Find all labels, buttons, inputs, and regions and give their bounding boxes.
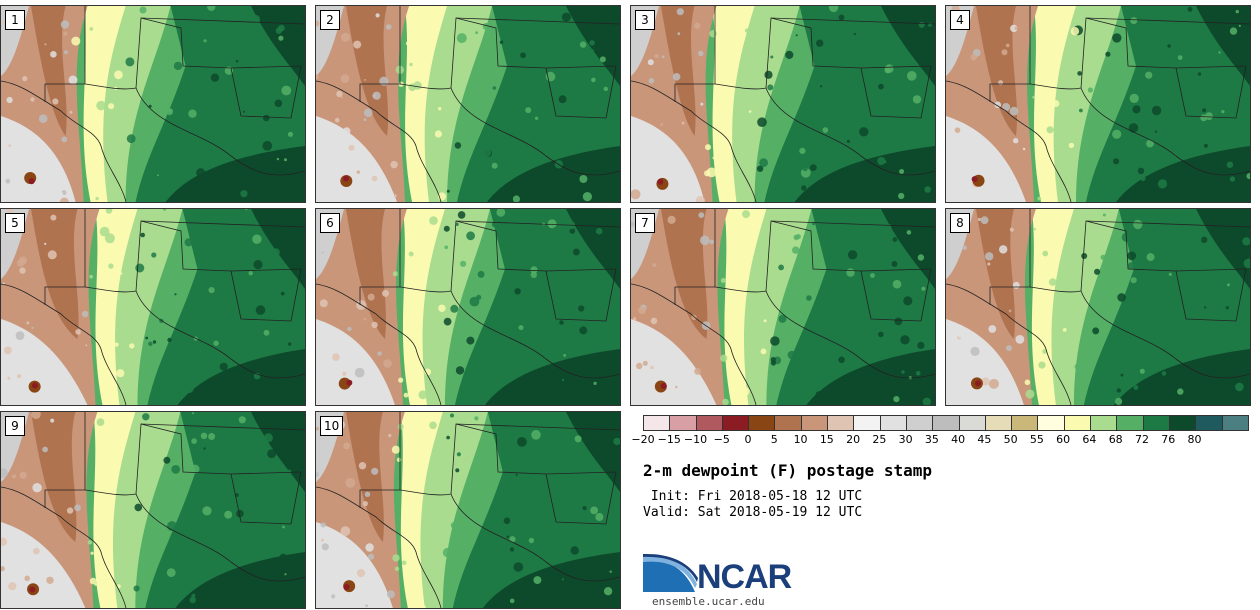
colorbar-cell bbox=[1169, 416, 1197, 430]
dewpoint-map-4 bbox=[946, 6, 1250, 202]
ncar-logo-icon bbox=[643, 554, 698, 592]
dewpoint-map-3 bbox=[631, 6, 935, 202]
member-label-6: 6 bbox=[320, 213, 340, 233]
colorbar-tick-label: 20 bbox=[846, 433, 861, 446]
member-label-8: 8 bbox=[950, 213, 970, 233]
colorbar-cell bbox=[775, 416, 802, 430]
ncar-logo-text: NCAR bbox=[697, 558, 792, 596]
dewpoint-map-2 bbox=[316, 6, 620, 202]
colorbar-tick-label: 40 bbox=[951, 433, 966, 446]
member-label-2: 2 bbox=[320, 10, 340, 30]
member-label-9: 9 bbox=[5, 416, 25, 436]
colorbar-cell bbox=[1091, 416, 1118, 430]
stamp-panel-3: 3 bbox=[630, 5, 936, 203]
stamp-panel-6: 6 bbox=[315, 208, 621, 406]
colorbar-cell bbox=[1012, 416, 1039, 430]
colorbar-cell bbox=[696, 416, 723, 430]
colorbar-cell bbox=[1038, 416, 1065, 430]
colorbar-cell bbox=[1196, 416, 1223, 430]
colorbar-tick-label: 5 bbox=[770, 433, 778, 446]
colorbar-tick-label: 15 bbox=[819, 433, 834, 446]
dewpoint-map-5 bbox=[1, 209, 305, 405]
stamp-panel-7: 7 bbox=[630, 208, 936, 406]
colorbar-tick-label: −20 bbox=[631, 433, 655, 446]
member-label-3: 3 bbox=[635, 10, 655, 30]
colorbar-tick-label: −5 bbox=[713, 433, 730, 446]
colorbar-tick-label: 0 bbox=[744, 433, 752, 446]
colorbar-cell bbox=[985, 416, 1013, 430]
site-url: ensemble.ucar.edu bbox=[652, 595, 765, 608]
stamp-panel-8: 8 bbox=[945, 208, 1251, 406]
colorbar-cell bbox=[854, 416, 881, 430]
colorbar-cell bbox=[1117, 416, 1144, 430]
colorbar-tick-label: 45 bbox=[977, 433, 992, 446]
stamp-panel-1: 1 bbox=[0, 5, 306, 203]
dewpoint-map-9 bbox=[1, 412, 305, 608]
colorbar-tick-label: 50 bbox=[1003, 433, 1018, 446]
dewpoint-map-10 bbox=[316, 412, 620, 608]
member-label-4: 4 bbox=[950, 10, 970, 30]
colorbar-cell bbox=[959, 416, 986, 430]
colorbar-cell bbox=[644, 416, 671, 430]
member-label-7: 7 bbox=[635, 213, 655, 233]
colorbar-cell bbox=[906, 416, 934, 430]
colorbar-cell bbox=[828, 416, 855, 430]
stamp-panel-2: 2 bbox=[315, 5, 621, 203]
colorbar-tick-label: 80 bbox=[1187, 433, 1202, 446]
colorbar-tick-label: 30 bbox=[898, 433, 913, 446]
member-label-1: 1 bbox=[5, 10, 25, 30]
colorbar-tick-label: 76 bbox=[1161, 433, 1176, 446]
dewpoint-map-1 bbox=[1, 6, 305, 202]
dewpoint-map-6 bbox=[316, 209, 620, 405]
colorbar-tick-label: 10 bbox=[793, 433, 808, 446]
colorbar-tick-label: 25 bbox=[872, 433, 887, 446]
colorbar-tick-label: −15 bbox=[657, 433, 681, 446]
member-label-5: 5 bbox=[5, 213, 25, 233]
colorbar-cell bbox=[933, 416, 960, 430]
colorbar-cell bbox=[722, 416, 750, 430]
colorbar-tick-label: 60 bbox=[1056, 433, 1071, 446]
colorbar-tick-label: 64 bbox=[1082, 433, 1097, 446]
member-label-10: 10 bbox=[320, 416, 344, 436]
product-title: 2-m dewpoint (F) postage stamp bbox=[643, 461, 932, 480]
colorbar-cell bbox=[749, 416, 776, 430]
colorbar-tick-label: −10 bbox=[683, 433, 708, 446]
colorbar-cell bbox=[1064, 416, 1092, 430]
dewpoint-map-7 bbox=[631, 209, 935, 405]
valid-time: Valid: Sat 2018-05-19 12 UTC bbox=[643, 505, 863, 520]
colorbar-cell bbox=[801, 416, 829, 430]
colorbar-cell bbox=[880, 416, 907, 430]
colorbar-cell bbox=[1222, 416, 1248, 430]
colorbar-tick-label: 72 bbox=[1134, 433, 1149, 446]
stamp-panel-9: 9 bbox=[0, 411, 306, 609]
colorbar-tick-label: 35 bbox=[924, 433, 939, 446]
stamp-panel-10: 10 bbox=[315, 411, 621, 609]
stamp-panel-5: 5 bbox=[0, 208, 306, 406]
init-time: Init: Fri 2018-05-18 12 UTC bbox=[643, 489, 863, 504]
colorbar-tick-label: 55 bbox=[1029, 433, 1044, 446]
dewpoint-colorbar bbox=[643, 415, 1249, 431]
colorbar-cell bbox=[1143, 416, 1170, 430]
colorbar-cell bbox=[670, 416, 697, 430]
stamp-panel-4: 4 bbox=[945, 5, 1251, 203]
dewpoint-map-8 bbox=[946, 209, 1250, 405]
colorbar-tick-label: 68 bbox=[1108, 433, 1123, 446]
